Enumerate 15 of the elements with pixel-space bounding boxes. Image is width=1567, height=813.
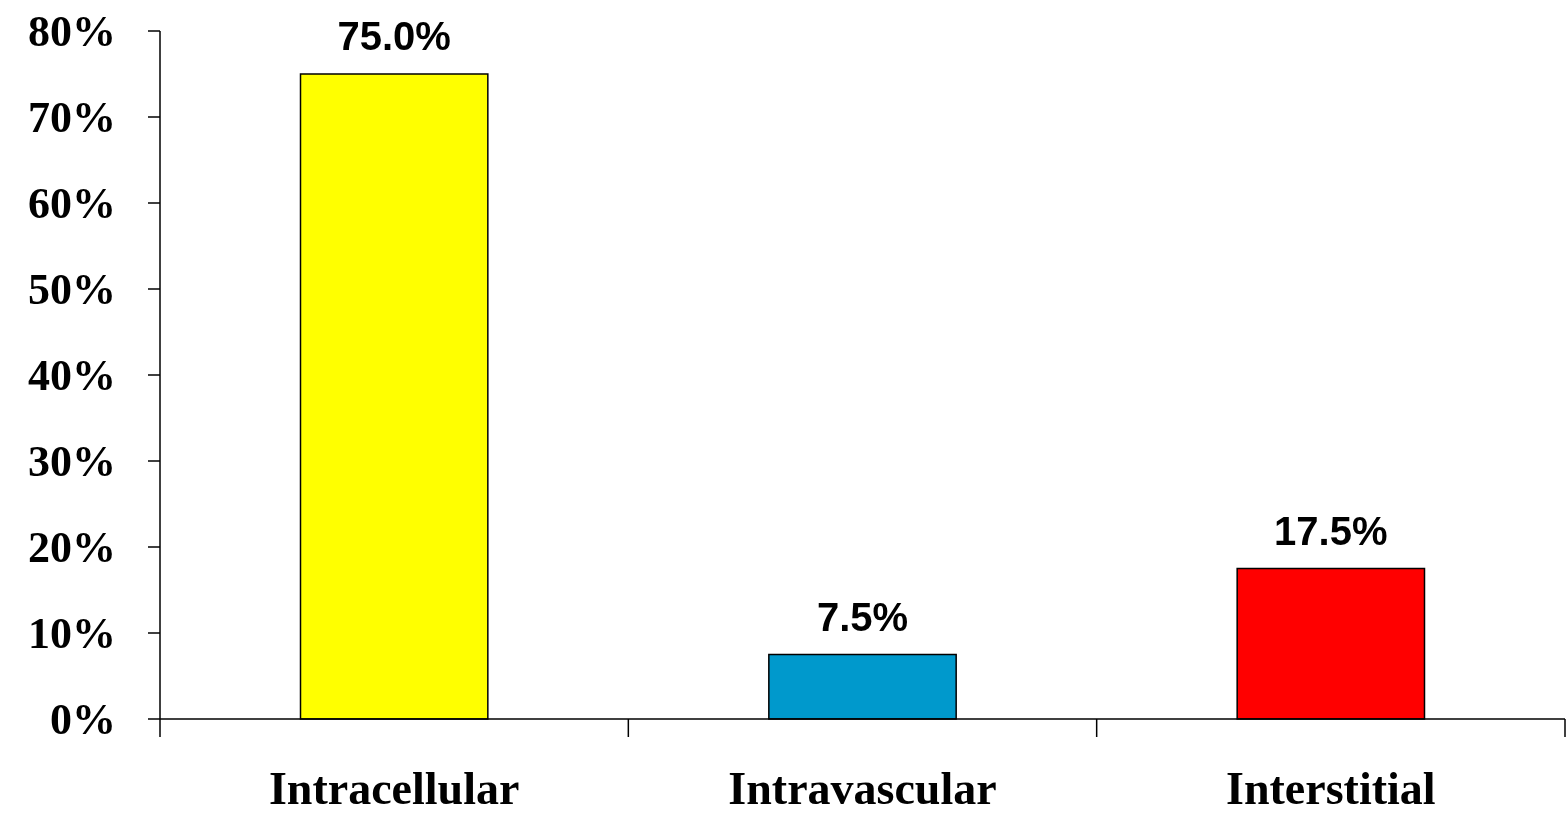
- data-label: 7.5%: [816, 594, 909, 639]
- y-tick-label: 60%: [28, 179, 116, 229]
- y-tick-label: 0%: [50, 695, 116, 745]
- y-tick-label: 40%: [28, 351, 116, 401]
- data-label: 75.0%: [337, 14, 451, 58]
- y-tick-label: 10%: [28, 609, 116, 659]
- y-tick-label: 20%: [28, 523, 116, 573]
- y-tick-label: 30%: [28, 437, 116, 487]
- x-tick-label: Intracellular: [268, 762, 520, 813]
- data-label: 17.5%: [1274, 508, 1388, 553]
- y-tick-label: 50%: [28, 265, 116, 315]
- y-tick-label: 70%: [28, 93, 116, 143]
- x-tick-label: Intravascular: [728, 762, 997, 813]
- y-tick-label: 80%: [28, 7, 116, 57]
- x-tick-label: Interstitial: [1226, 762, 1436, 813]
